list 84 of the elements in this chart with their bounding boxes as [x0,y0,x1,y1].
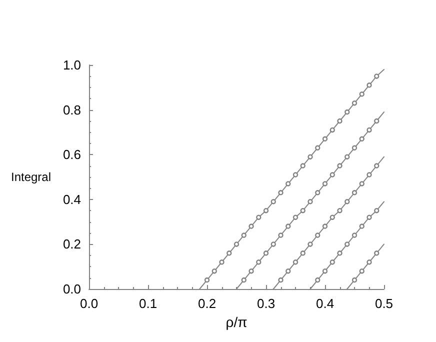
point [300,250,306,256]
x-tick-label: 0.0 [80,296,98,311]
point [308,154,313,160]
point [263,250,269,256]
point [270,199,276,204]
y-tick-label: 1.0 [62,58,82,72]
point [270,242,276,247]
point [352,100,358,106]
point [322,268,328,274]
point [241,277,246,283]
point [330,214,335,220]
point [344,199,350,204]
y-tick-label: 0.8 [62,102,82,118]
point [256,260,262,265]
point [315,232,320,238]
point [292,214,298,220]
y-tick-label: 0.0 [62,282,82,296]
y-axis-title: Integral [10,170,52,184]
point [300,208,306,214]
point [234,242,240,247]
point [366,260,372,265]
point [359,92,364,97]
point [278,277,284,283]
point [374,74,380,79]
point [322,224,328,229]
point [315,190,320,196]
point [374,208,380,214]
point [286,181,291,186]
point [315,277,320,283]
point [263,208,269,214]
point [352,145,358,150]
point [337,208,342,214]
point [241,232,246,238]
point [292,172,298,178]
point [352,232,358,238]
x-tick-label: 0.1 [138,296,158,311]
point [359,224,364,229]
point [374,118,380,124]
point [344,154,350,160]
point [322,136,328,142]
x-tick-label: 0.4 [316,296,334,311]
point [286,224,291,229]
point [308,199,313,204]
y-tick-label: 0.2 [62,236,82,252]
point [366,214,372,220]
point [212,268,217,274]
point [248,268,254,274]
point [204,277,210,283]
point [374,250,380,256]
point [256,214,262,220]
point [248,224,254,229]
point [278,232,284,238]
point [359,268,364,274]
point [337,118,342,124]
point [366,82,372,88]
point [359,181,364,186]
point [344,109,350,115]
x-axis-title: ρ/π [226,314,248,330]
point [315,145,320,150]
point [359,136,364,142]
point [292,260,298,265]
point [322,181,328,186]
point [278,190,284,196]
x-tick-label: 0.2 [198,296,216,311]
point [286,268,291,274]
y-tick-label: 0.6 [62,147,82,162]
point [352,277,358,283]
point [374,163,380,168]
point [366,127,372,133]
point [219,260,224,265]
point [344,242,350,247]
point [308,242,313,247]
y-tick-label: 0.4 [62,192,82,207]
point [366,172,372,178]
point [330,172,335,178]
point [330,127,335,133]
point [352,190,358,196]
point [337,163,342,168]
point [330,260,335,265]
point [226,250,232,256]
point [337,250,342,256]
point [300,163,306,168]
x-tick-label: 0.3 [256,296,276,311]
x-tick-label: 0.5 [374,296,394,311]
